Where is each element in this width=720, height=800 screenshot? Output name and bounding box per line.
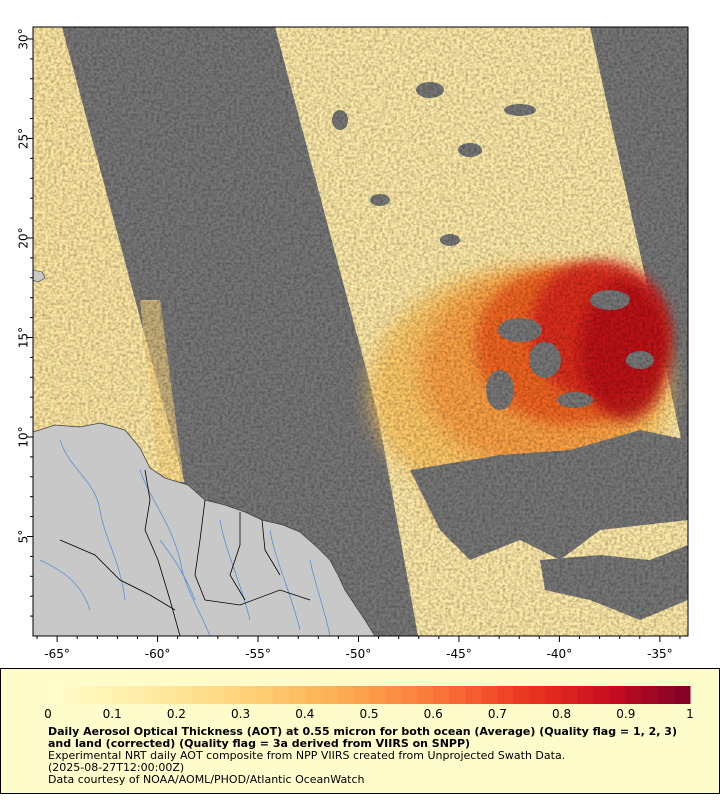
colorbar-tick-label: 0.9 bbox=[616, 707, 635, 721]
colorbar-cell bbox=[577, 686, 595, 704]
colorbar-cell bbox=[288, 686, 306, 704]
colorbar-cell bbox=[96, 686, 113, 704]
lat-tick-label: 25° bbox=[17, 128, 31, 149]
colorbar-cell bbox=[465, 686, 482, 704]
colorbar-tick-label: 1 bbox=[686, 707, 694, 721]
colorbar-cell bbox=[561, 686, 579, 704]
colorbar-cell bbox=[256, 686, 274, 704]
plot-area bbox=[33, 27, 688, 636]
lat-tick-label: 15° bbox=[17, 327, 31, 348]
rivers bbox=[39, 439, 331, 636]
colorbar-tick-label: 0.6 bbox=[424, 707, 443, 721]
lon-tick-label: -35° bbox=[647, 647, 673, 661]
colorbar-cell bbox=[401, 686, 418, 704]
colorbar-cell bbox=[657, 686, 675, 704]
colorbar-cell bbox=[481, 686, 498, 704]
map-figure: 5° 10° 15° 20° 25° 30° -65° -60° -55° -50° -45° -4… bbox=[17, 26, 689, 661]
caribbean-island bbox=[33, 269, 46, 283]
colorbar-tick-label: 0 bbox=[44, 707, 52, 721]
colorbar-cell bbox=[369, 686, 386, 704]
colorbar-cell bbox=[320, 686, 338, 704]
colorbar-cell bbox=[625, 686, 643, 704]
colorbar-cell bbox=[529, 686, 547, 704]
colorbar-cell bbox=[513, 686, 530, 704]
lat-tick-label: 5° bbox=[17, 530, 31, 544]
lon-tick-label: -45° bbox=[446, 647, 472, 661]
lon-tick-label: -60° bbox=[145, 647, 171, 661]
legend-subtitle: Experimental NRT daily AOT composite fro… bbox=[48, 749, 566, 762]
country-borders bbox=[59, 469, 311, 636]
lon-tick-label: -40° bbox=[547, 647, 573, 661]
legend-panel: 0 0.1 0.2 0.3 0.4 0.5 0.6 0.7 0.8 0.9 1 Daily Aero… bbox=[0, 668, 720, 794]
colorbar-cells bbox=[48, 686, 691, 704]
colorbar-tick-label: 0.2 bbox=[167, 707, 186, 721]
longitude-axis: -65° -60° -55° -50° -45° -40° -35° bbox=[36, 636, 681, 661]
legend-date: (2025-08-27T12:00:00Z) bbox=[48, 761, 185, 774]
colorbar-cell bbox=[128, 686, 145, 704]
colorbar-tick-label: 0.5 bbox=[359, 707, 378, 721]
south-america-land bbox=[33, 422, 376, 636]
colorbar-cell bbox=[160, 686, 177, 704]
colorbar-cell bbox=[336, 686, 354, 704]
colorbar-cell bbox=[176, 686, 193, 704]
colorbar-cell bbox=[449, 686, 466, 704]
colorbar-cell bbox=[192, 686, 209, 704]
colorbar-cell bbox=[417, 686, 434, 704]
colorbar-cell bbox=[208, 686, 226, 704]
lat-tick-label: 20° bbox=[17, 227, 31, 248]
colorbar-cell bbox=[112, 686, 129, 704]
plot-frame bbox=[32, 26, 689, 637]
colorbar-cell bbox=[609, 686, 627, 704]
colorbar-tick-label: 0.8 bbox=[552, 707, 571, 721]
legend-caption: Daily Aerosol Optical Thickness (AOT) at… bbox=[48, 726, 688, 786]
lat-tick-label: 30° bbox=[17, 28, 31, 49]
lon-tick-label: -55° bbox=[245, 647, 271, 661]
colorbar-cell bbox=[385, 686, 402, 704]
lon-tick-label: -50° bbox=[346, 647, 372, 661]
colorbar-labels: 0 0.1 0.2 0.3 0.4 0.5 0.6 0.7 0.8 0.9 1 bbox=[44, 707, 694, 721]
lon-tick-label: -65° bbox=[44, 647, 70, 661]
colorbar-cell bbox=[352, 686, 370, 704]
colorbar-tick-label: 0.7 bbox=[488, 707, 507, 721]
colorbar-cell bbox=[144, 686, 161, 704]
colorbar-tick-label: 0.4 bbox=[295, 707, 314, 721]
colorbar-cell bbox=[304, 686, 322, 704]
colorbar-cell bbox=[433, 686, 450, 704]
colorbar-cell bbox=[497, 686, 514, 704]
colorbar-cell bbox=[593, 686, 611, 704]
colorbar-cell bbox=[224, 686, 242, 704]
colorbar-cell bbox=[64, 686, 81, 704]
legend-credit: Data courtesy of NOAA/AOML/PHOD/Atlantic… bbox=[48, 773, 365, 786]
lat-tick-label: 10° bbox=[17, 426, 31, 447]
colorbar: 0 0.1 0.2 0.3 0.4 0.5 0.6 0.7 0.8 0.9 1 bbox=[44, 686, 694, 721]
colorbar-cell bbox=[272, 686, 290, 704]
colorbar-cell bbox=[80, 686, 97, 704]
latitude-axis: 5° 10° 15° 20° 25° 30° bbox=[17, 28, 33, 617]
colorbar-cell bbox=[641, 686, 659, 704]
colorbar-tick-label: 0.1 bbox=[103, 707, 122, 721]
colorbar-cell bbox=[48, 686, 65, 704]
colorbar-cell bbox=[240, 686, 258, 704]
colorbar-cell bbox=[545, 686, 563, 704]
colorbar-tick-label: 0.3 bbox=[231, 707, 250, 721]
legend-title: Daily Aerosol Optical Thickness (AOT) at… bbox=[48, 725, 677, 750]
colorbar-cell bbox=[673, 686, 691, 704]
